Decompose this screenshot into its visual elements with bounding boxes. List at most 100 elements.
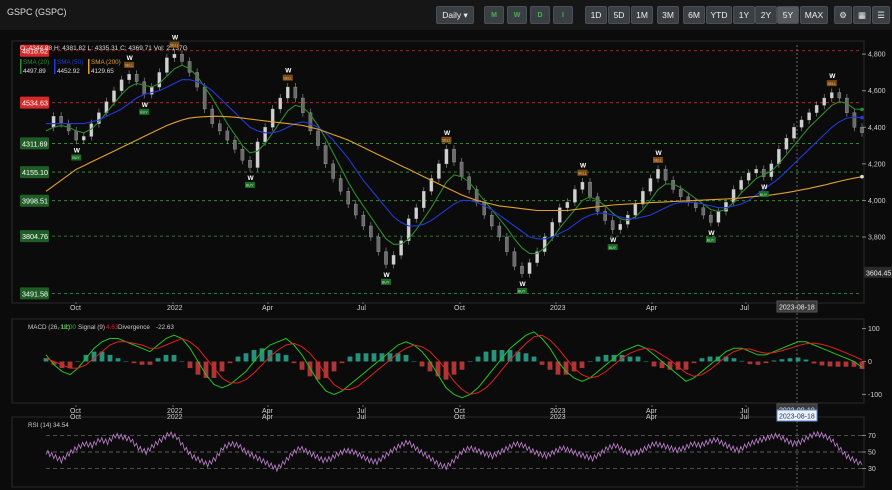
macd-histogram-bar (483, 351, 489, 362)
buy-marker-text: BUY (382, 281, 390, 285)
candle-body (331, 163, 335, 179)
candle-body (807, 112, 811, 121)
range-button-5y[interactable]: 5Y (777, 6, 799, 24)
x-tick-label: 2023 (550, 414, 566, 421)
macd-histogram-bar (219, 361, 225, 372)
range-button-3m[interactable]: 3M (657, 6, 679, 24)
candle-body (346, 191, 350, 205)
x-tick-label: Oct (70, 414, 81, 421)
macd-histogram-bar (43, 358, 49, 362)
macd-histogram-bar (539, 361, 545, 365)
candle-body (74, 130, 78, 141)
candle-body (641, 191, 645, 205)
rsi-y-tick-label: 50 (868, 450, 876, 457)
range-button-ytd[interactable]: YTD (706, 6, 732, 24)
macd-histogram-bar (595, 356, 601, 362)
buy-marker-text: BUY (246, 184, 254, 188)
resistance-badge (20, 96, 49, 109)
interval-select[interactable]: Daily ▾ (436, 6, 474, 24)
candle-body (429, 178, 434, 192)
price-panel-frame (11, 40, 865, 304)
sma-end-dot (860, 115, 864, 120)
resistance-badge (20, 44, 49, 57)
range-button-1m[interactable]: 1M (631, 6, 653, 24)
buy-marker-letter: W (248, 175, 255, 182)
candle-body (127, 74, 131, 80)
chart-type-button-m[interactable]: M (484, 6, 504, 24)
sell-marker-badge (826, 80, 837, 87)
buy-marker-letter: W (708, 230, 715, 237)
macd-histogram-bar (507, 349, 513, 362)
buy-marker-text: BUY (707, 238, 715, 242)
macd-histogram-bar (267, 349, 273, 362)
calculator-button[interactable]: ▦ (853, 6, 871, 24)
candle-body (172, 53, 177, 58)
x-tick-label: Jul (357, 408, 366, 415)
rsi-value: 34.54 (53, 422, 69, 429)
candle-body (550, 222, 554, 238)
buy-marker-text: BUY (72, 156, 80, 160)
buy-marker-text: BUY (140, 110, 148, 114)
macd-histogram-bar (451, 361, 457, 375)
menu-button[interactable]: ☰ (872, 6, 890, 24)
candle-body (195, 72, 199, 88)
macd-histogram-bar (675, 361, 681, 370)
candle-body (218, 123, 222, 132)
range-button-1d[interactable]: 1D (585, 6, 607, 24)
current-price-label: 3604.45 (866, 270, 891, 277)
macd-histogram-bar (395, 353, 401, 362)
sma-line-20 (45, 64, 863, 255)
candle-body (701, 207, 706, 216)
sma-line-50 (46, 79, 863, 240)
sma-end-dot (860, 174, 864, 179)
macd-histogram-bar (731, 358, 737, 362)
macd-histogram-bar (187, 361, 193, 369)
chart-type-button-w[interactable]: W (507, 6, 527, 24)
buy-marker-badge (139, 108, 150, 115)
macd-histogram-bar (291, 361, 297, 364)
last-date-box (776, 409, 818, 422)
legend-value: 4497.89 (23, 68, 46, 75)
buy-marker-letter: W (74, 147, 81, 154)
macd-histogram-bar (803, 359, 809, 362)
buy-marker-letter: W (384, 272, 391, 279)
x-tick-label: 2022 (167, 414, 183, 421)
macd-histogram-bar (411, 361, 417, 362)
candle-body (444, 149, 449, 165)
candle-body (618, 224, 622, 230)
chart-type-button-i[interactable]: I (553, 6, 573, 24)
gear-button[interactable]: ⚙ (834, 6, 852, 24)
macd-histogram-bar (643, 361, 649, 362)
range-button-2y[interactable]: 2Y (755, 6, 777, 24)
chart-type-button-d[interactable]: D (530, 6, 550, 24)
candle-body (709, 214, 713, 223)
candle-body (490, 214, 494, 227)
macd-histogram-bar (579, 361, 585, 369)
rsi-line (45, 430, 863, 473)
macd-histogram-bar (467, 361, 473, 362)
candle-body (746, 172, 751, 181)
candle-body (845, 97, 849, 113)
candle-body (739, 180, 743, 190)
range-button-max[interactable]: MAX (800, 6, 828, 24)
candle-body (762, 169, 766, 177)
candle-body (180, 53, 184, 62)
candle-body (240, 149, 245, 161)
candle-body (369, 225, 373, 238)
legend-name: SMA (20) (23, 59, 49, 66)
candle-body (255, 141, 260, 168)
candle-body (497, 225, 502, 238)
buy-marker-badge (705, 236, 716, 243)
range-button-1y[interactable]: 1Y (733, 6, 755, 24)
candle-body (323, 145, 328, 165)
candle-body (527, 262, 532, 274)
x-tick-label: Jul (740, 408, 749, 415)
candle-body (422, 191, 426, 208)
ohlc-readout: O: 4344.88 H: 4381.82 L: 4335.31 C: 4369… (20, 45, 188, 52)
range-button-5d[interactable]: 5D (608, 6, 630, 24)
macd-histogram-bar (651, 361, 657, 367)
macd-histogram-bar (755, 361, 761, 365)
range-button-6m[interactable]: 6M (683, 6, 705, 24)
macd-histogram-bar (75, 361, 81, 362)
macd-histogram-bar (699, 358, 705, 362)
